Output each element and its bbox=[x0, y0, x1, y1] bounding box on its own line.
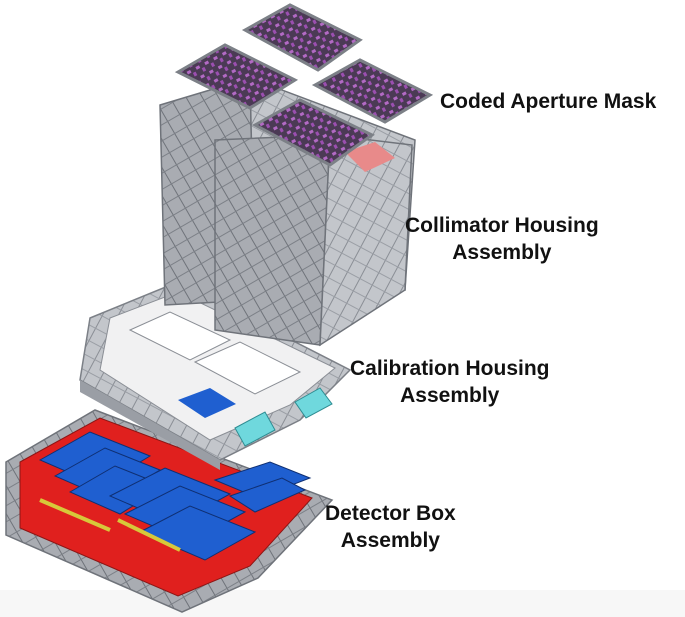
calibration-housing-assembly bbox=[79, 281, 352, 470]
label-detector-line-2: Assembly bbox=[340, 529, 440, 552]
label-calibration-line-1: Calibration Housing bbox=[350, 357, 550, 380]
label-detector-line-1: Detector Box bbox=[325, 502, 456, 525]
label-detector-box: Detector Box Assembly bbox=[325, 500, 456, 554]
label-calibration-housing: Calibration Housing Assembly bbox=[350, 355, 550, 409]
label-collimator-housing: Collimator Housing Assembly bbox=[405, 212, 599, 266]
calibration-windows bbox=[234, 387, 333, 447]
bottom-band bbox=[0, 590, 685, 617]
label-collimator-line-1: Collimator Housing bbox=[405, 214, 599, 237]
label-collimator-line-2: Assembly bbox=[452, 241, 552, 264]
detector-box-assembly bbox=[5, 409, 334, 613]
label-coded-aperture-mask-text: Coded Aperture Mask bbox=[440, 90, 657, 113]
label-coded-aperture-mask: Coded Aperture Mask bbox=[440, 88, 656, 115]
detector-modules bbox=[38, 431, 312, 561]
label-calibration-line-2: Assembly bbox=[400, 384, 500, 407]
coded-aperture-mask bbox=[174, 3, 434, 167]
